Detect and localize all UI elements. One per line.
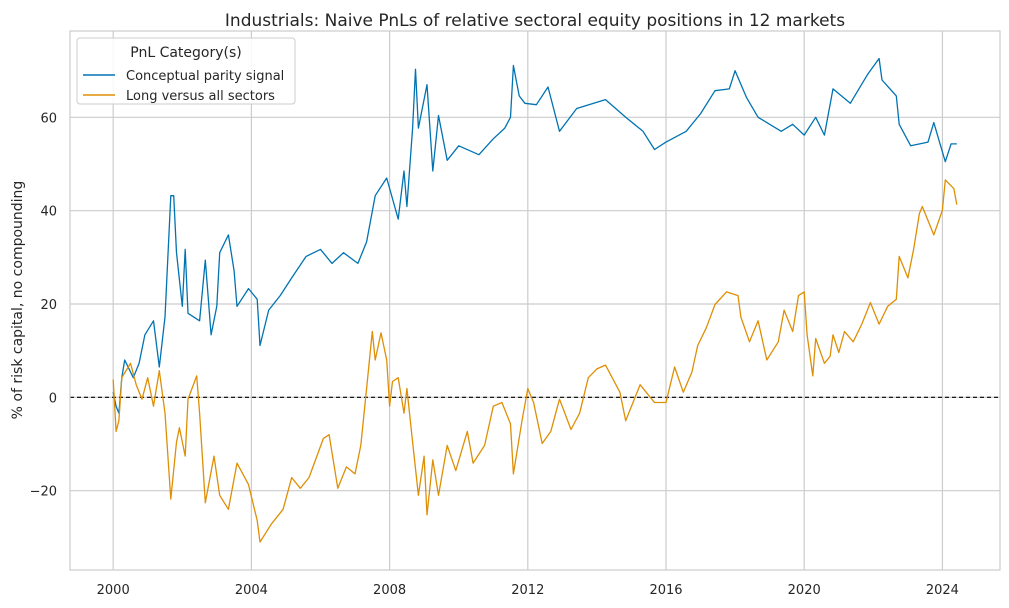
grid	[70, 31, 1000, 570]
y-tick-label-40: 40	[40, 205, 57, 220]
series-line-conceptual-parity-signal	[112, 57, 957, 414]
y-tick-label-20: 20	[40, 298, 57, 313]
x-tick-label-2000: 2000	[97, 583, 130, 598]
x-tick-label-2012: 2012	[511, 583, 544, 598]
legend-box	[76, 37, 296, 105]
plot-frame	[69, 30, 1001, 571]
legend: PnL Category(s) Conceptual parity signal…	[76, 37, 296, 105]
legend-label-conceptual-parity: Conceptual parity signal	[126, 69, 284, 84]
x-tick-label-2004: 2004	[235, 583, 268, 598]
y-tick-label--20: −20	[30, 485, 57, 500]
series-lines	[70, 57, 1000, 543]
x-tick-label-2024: 2024	[926, 583, 959, 598]
x-tick-label-2016: 2016	[649, 583, 682, 598]
legend-label-long-vs-all: Long versus all sectors	[126, 89, 275, 104]
tick-labels: 2000 2004 2008 2012 2016 2020 2024 −20 0 20 40 60	[30, 111, 959, 598]
chart-title: Industrials: Naive PnLs of relative sect…	[225, 11, 845, 31]
x-tick-label-2008: 2008	[373, 583, 406, 598]
x-tick-label-2020: 2020	[788, 583, 821, 598]
legend-title: PnL Category(s)	[130, 45, 242, 61]
y-axis-label: % of risk capital, no compounding	[10, 181, 26, 420]
series-line-long-versus-all-sectors	[112, 179, 958, 543]
y-tick-label-60: 60	[40, 111, 57, 126]
y-tick-label-0: 0	[49, 391, 57, 406]
